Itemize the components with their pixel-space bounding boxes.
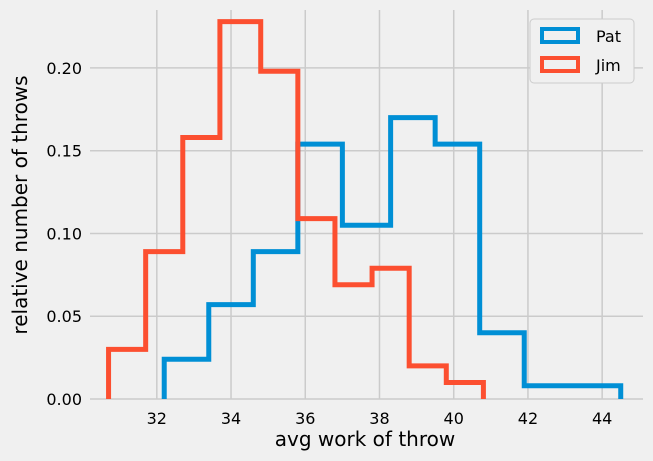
y-tick-label-1: 0.05 (46, 307, 82, 326)
y-tick-label-3: 0.15 (46, 142, 82, 161)
x-tick-label-5: 42 (518, 409, 538, 428)
series-layer (106, 19, 624, 399)
y-axis-title: relative number of throws (8, 75, 32, 334)
grid-lines (90, 10, 643, 400)
histogram-step-jim (106, 19, 486, 399)
x-tick-label-1: 34 (221, 409, 241, 428)
x-tick-label-4: 40 (444, 409, 464, 428)
x-tick-label-0: 32 (147, 409, 167, 428)
y-tick-label-0: 0.00 (46, 390, 82, 409)
y-tick-label-4: 0.20 (46, 59, 82, 78)
legend-swatch-jim (540, 56, 580, 73)
legend-label-pat: Pat (596, 27, 621, 46)
histogram-step-pat (161, 115, 624, 399)
legend-label-jim: Jim (595, 56, 621, 75)
x-tick-label-3: 38 (369, 409, 389, 428)
legend-box (529, 18, 635, 84)
x-axis-title: avg work of throw (275, 427, 455, 451)
tick-labels: 32 34 36 38 40 42 44 0.00 0.05 0.10 0.15 0.20 (46, 59, 612, 428)
x-tick-label-6: 44 (592, 409, 612, 428)
x-tick-label-2: 36 (295, 409, 315, 428)
legend: Pat Jim (529, 18, 635, 84)
y-tick-label-2: 0.10 (46, 224, 82, 243)
legend-swatch-pat (540, 27, 580, 44)
